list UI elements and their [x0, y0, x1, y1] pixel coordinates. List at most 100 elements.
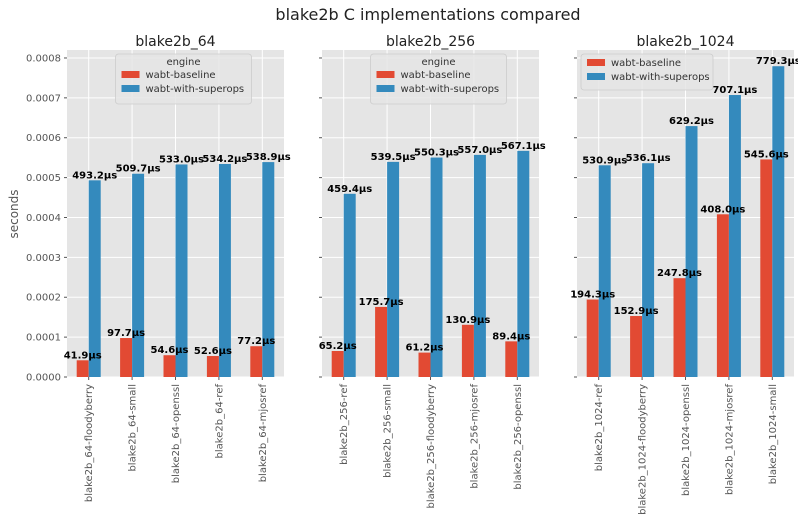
data-label: 538.9µs: [246, 152, 291, 163]
data-label: 54.6µs: [151, 345, 189, 356]
data-label: 152.9µs: [614, 306, 659, 317]
data-label: 779.3µs: [756, 56, 798, 67]
panel-title: blake2b_64: [135, 34, 215, 50]
bar-wabt-baseline: [461, 324, 474, 377]
x-tick-label: blake2b_256-ref: [339, 384, 350, 465]
x-tick-label: blake2b_64-small: [128, 384, 139, 472]
data-label: 509.7µs: [116, 164, 161, 175]
legend-box: [580, 53, 714, 91]
y-axis-label: seconds: [7, 189, 21, 238]
legend-box: [115, 53, 252, 105]
data-label: 629.2µs: [669, 116, 714, 127]
panel-title: blake2b_256: [386, 34, 475, 50]
bar-wabt-baseline: [76, 360, 89, 377]
data-label: 97.7µs: [107, 328, 145, 339]
data-label: 550.3µs: [414, 148, 459, 159]
data-label: 175.7µs: [359, 297, 404, 308]
x-tick-label: blake2b_1024-small: [768, 384, 779, 484]
data-label: 493.2µs: [72, 170, 117, 181]
data-label: 459.4µs: [327, 184, 372, 195]
data-label: 61.2µs: [406, 343, 444, 354]
x-tick-label: blake2b_64-mjosref: [258, 384, 269, 483]
data-label: 41.9µs: [64, 350, 102, 361]
x-tick-label: blake2b_64-ref: [214, 384, 225, 459]
data-label: 408.0µs: [700, 204, 745, 215]
data-label: 130.9µs: [445, 315, 490, 326]
legend-box: [370, 53, 507, 105]
x-tick-label: blake2b_256-mjosref: [469, 384, 480, 489]
data-label: 65.2µs: [319, 341, 357, 352]
legend-swatch: [587, 73, 605, 80]
data-label: 52.6µs: [194, 346, 232, 357]
bar-wabt-baseline: [505, 341, 518, 377]
x-tick-label: blake2b_256-small: [383, 384, 394, 478]
bar-wabt-baseline: [120, 338, 133, 377]
x-tick-label: blake2b_64-floodyberry: [84, 384, 95, 502]
y-tick-label: 0.0002: [26, 293, 61, 304]
x-tick-label: blake2b_64-openssl: [171, 384, 182, 483]
data-label: 557.0µs: [457, 145, 502, 156]
legend-title: engine: [166, 57, 200, 68]
bar-wabt-with-superops: [728, 95, 741, 378]
legend: engine wabt-baseline wabt-with-superops: [370, 53, 507, 105]
bar-wabt-baseline: [630, 316, 643, 377]
legend-swatch: [376, 85, 395, 92]
legend-label: wabt-baseline: [611, 58, 681, 69]
bar-wabt-with-superops: [473, 154, 486, 377]
legend-label: wabt-with-superops: [146, 84, 245, 95]
y-tick-label: 0.0003: [26, 253, 61, 264]
data-label: 707.1µs: [712, 85, 757, 96]
bar-wabt-with-superops: [387, 161, 400, 377]
bar-wabt-baseline: [418, 352, 431, 377]
bar-wabt-with-superops: [430, 157, 443, 377]
data-label: 534.2µs: [202, 154, 247, 165]
panel-blake2b_64: 0.0000 0.0001 0.0002 0.0003 0.0004 0.0005 0.00…: [26, 34, 291, 502]
data-label: 247.8µs: [657, 268, 702, 279]
bar-wabt-baseline: [331, 350, 344, 377]
x-tick-label: blake2b_1024-ref: [594, 384, 605, 472]
legend-label: wabt-baseline: [401, 70, 471, 81]
panel-blake2b_1024: 194.3µs 152.9µs 247.8µs 408.0µs 545.6µs 530.9…: [570, 34, 798, 515]
data-label: 533.0µs: [159, 154, 204, 165]
x-tick-label: blake2b_1024-floodyberry: [638, 384, 649, 515]
bar-wabt-with-superops: [343, 193, 356, 377]
bar-wabt-baseline: [250, 346, 263, 377]
bar-wabt-with-superops: [175, 164, 188, 377]
legend-label: wabt-baseline: [146, 70, 216, 81]
x-tick-label: blake2b_256-floodyberry: [426, 384, 437, 509]
bar-wabt-baseline: [673, 278, 686, 377]
legend: wabt-baseline wabt-with-superops: [580, 53, 714, 91]
bar-wabt-with-superops: [685, 126, 698, 378]
y-tick-label: 0.0005: [26, 173, 61, 184]
y-tick-label: 0.0006: [26, 133, 61, 144]
x-tick-label: blake2b_256-openssl: [513, 384, 524, 490]
bar-wabt-with-superops: [262, 162, 275, 377]
y-tick-label: 0.0000: [26, 373, 61, 384]
y-tick-label: 0.0007: [26, 93, 61, 104]
bar-wabt-with-superops: [598, 165, 611, 377]
x-tick-label: blake2b_1024-openssl: [681, 384, 692, 496]
bar-wabt-with-superops: [772, 66, 785, 377]
bar-wabt-baseline: [586, 299, 599, 377]
x-tick-label: blake2b_1024-mjosref: [724, 384, 735, 496]
data-label: 539.5µs: [371, 152, 416, 163]
legend-swatch: [376, 71, 395, 78]
data-label: 194.3µs: [570, 290, 615, 301]
panel-title: blake2b_1024: [637, 34, 735, 50]
y-tick-label: 0.0008: [26, 53, 61, 64]
bar-wabt-baseline: [206, 356, 219, 377]
legend-title: engine: [421, 57, 455, 68]
bar-wabt-baseline: [375, 306, 388, 377]
legend: engine wabt-baseline wabt-with-superops: [115, 53, 252, 105]
legend-label: wabt-with-superops: [401, 84, 500, 95]
bar-wabt-with-superops: [132, 173, 145, 377]
data-label: 77.2µs: [237, 336, 275, 347]
legend-swatch: [121, 71, 140, 78]
data-label: 536.1µs: [626, 153, 671, 164]
legend-swatch: [587, 59, 605, 66]
y-tick-label: 0.0001: [26, 333, 61, 344]
bar-wabt-with-superops: [517, 150, 530, 377]
